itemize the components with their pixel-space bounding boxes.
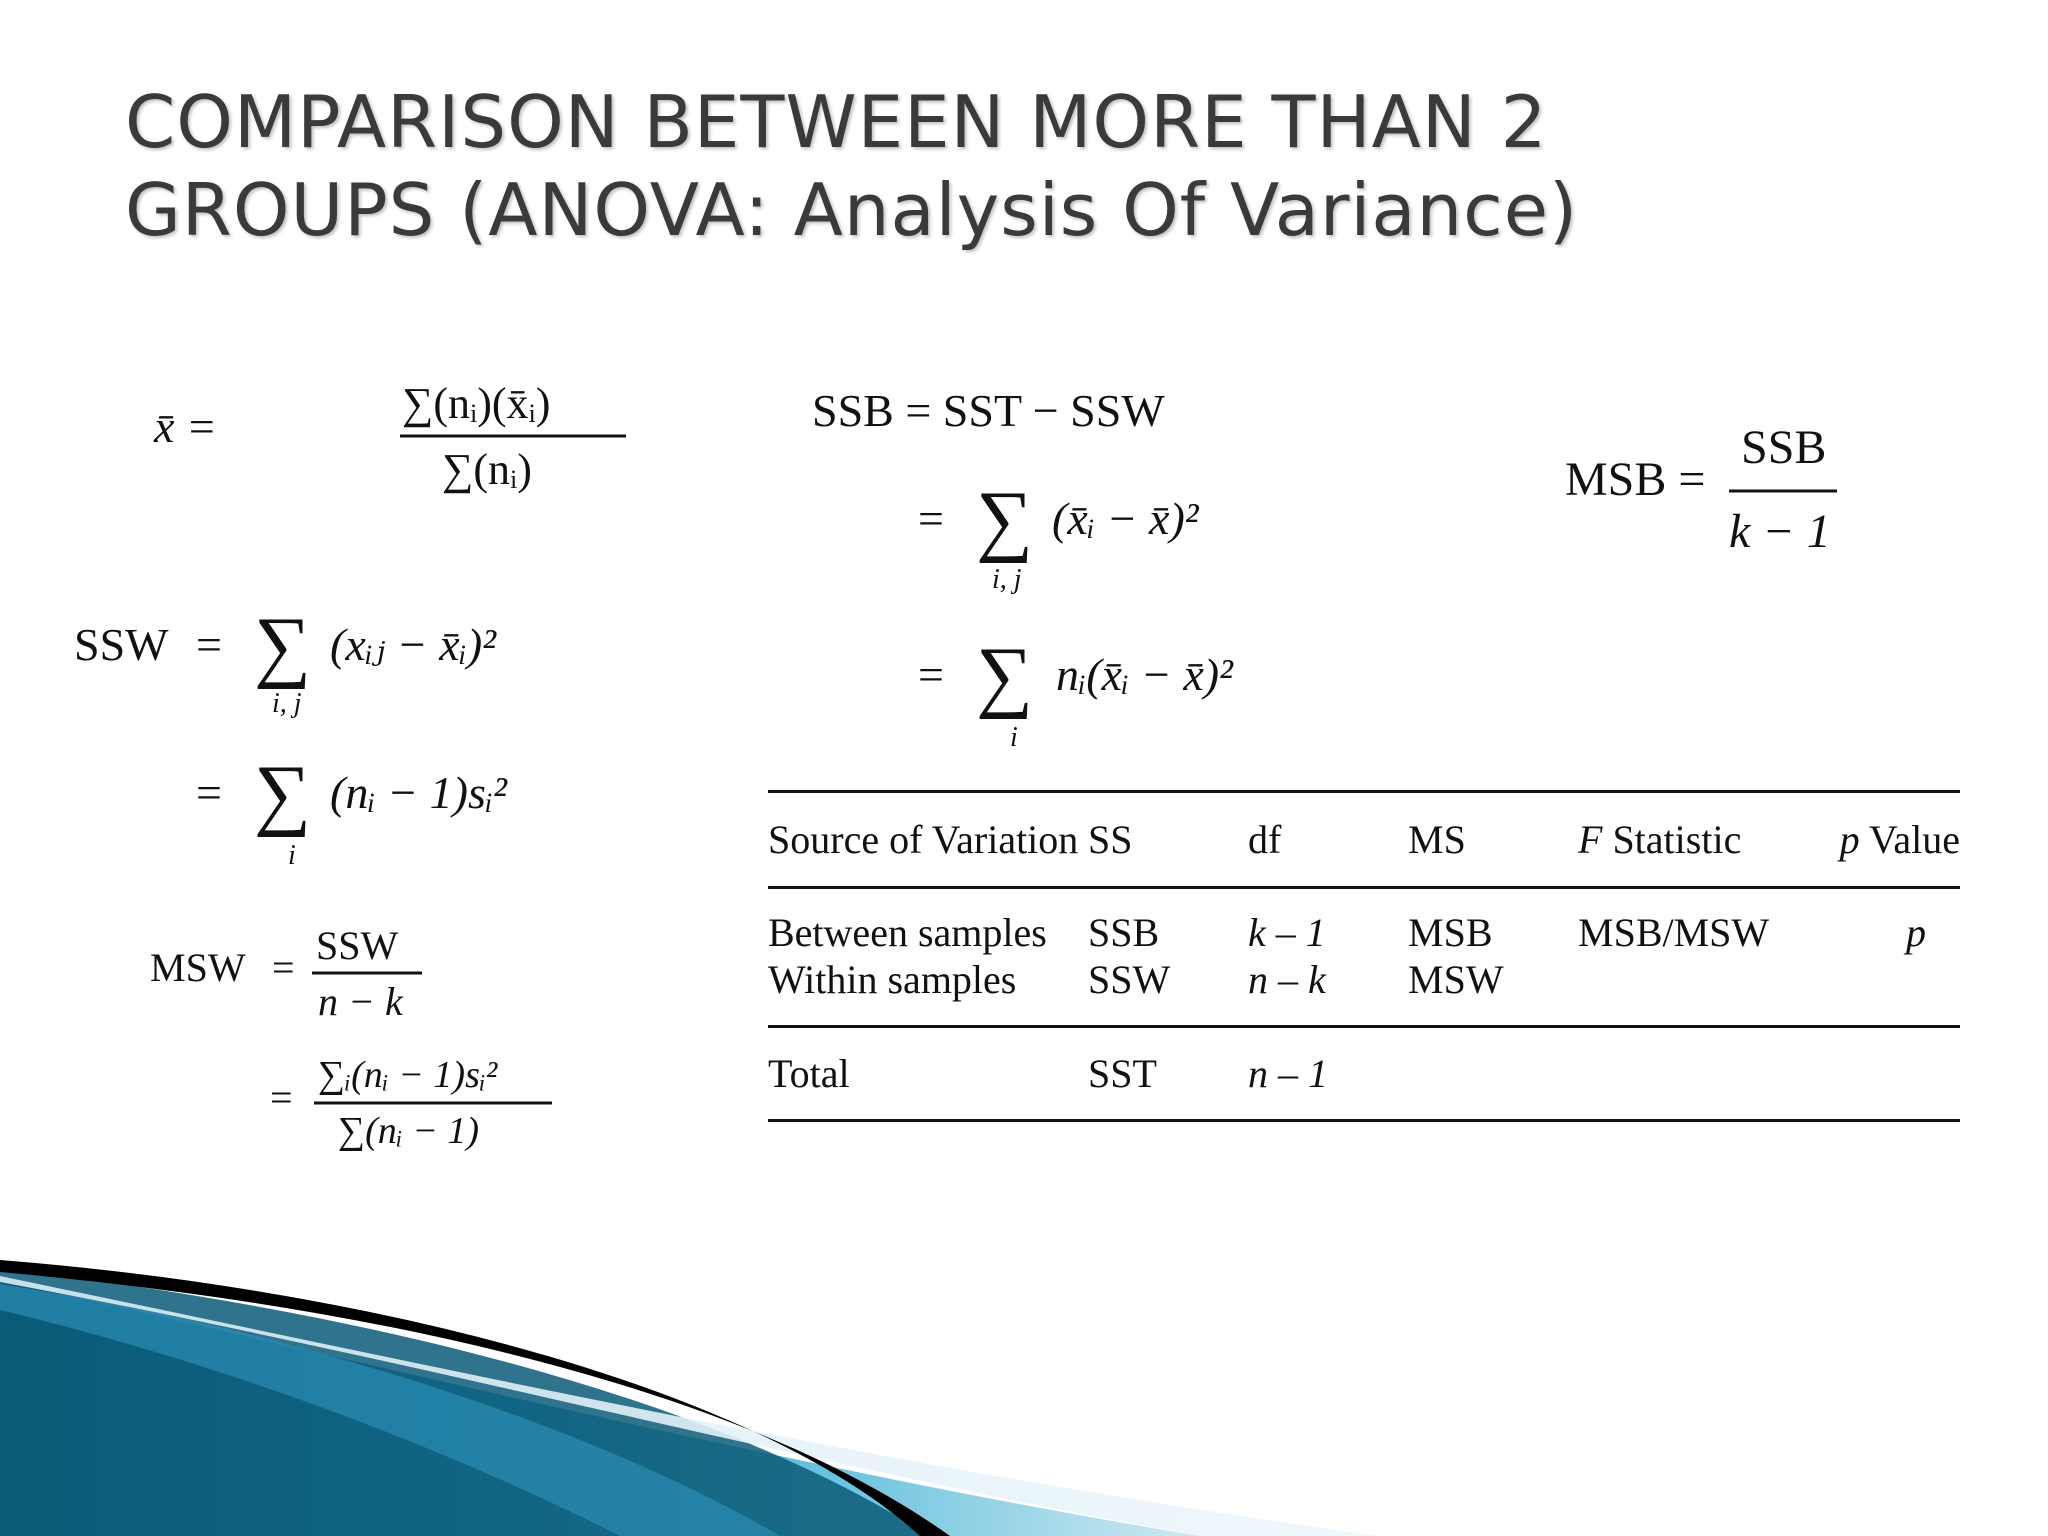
cell-ms: MSB bbox=[1408, 910, 1493, 955]
msw-formula: MSW = SSW n − k = ∑ᵢ(nᵢ − 1)sᵢ² ∑(nᵢ − 1… bbox=[150, 915, 570, 1170]
msw-numerator-2: ∑ᵢ(nᵢ − 1)sᵢ² bbox=[318, 1054, 498, 1096]
header-f-text: Statistic bbox=[1602, 817, 1742, 862]
ssb-line-0: SSB = SST − SSW bbox=[812, 385, 1165, 436]
cell-ss: SSW bbox=[1088, 957, 1171, 1002]
msw-denominator-1: n − k bbox=[318, 979, 404, 1024]
ssb-line-2: nᵢ(x̄ᵢ − x̄)² bbox=[1056, 649, 1234, 700]
slide-title: COMPARISON BETWEEN MORE THAN 2 GROUPS (A… bbox=[125, 78, 2005, 254]
cell-f bbox=[1578, 956, 1828, 1027]
header-df: df bbox=[1248, 817, 1282, 862]
header-p-symbol: p bbox=[1839, 817, 1860, 862]
decorative-wave bbox=[0, 1260, 1380, 1536]
ssw-line-1: (xᵢⱼ − x̄ᵢ)² bbox=[330, 619, 497, 670]
ssw-line-2: (nᵢ − 1)sᵢ² bbox=[330, 767, 508, 818]
header-f-statistic: F Statistic bbox=[1578, 792, 1828, 888]
ssb-sum-index-1: i, j bbox=[992, 564, 1022, 595]
ssb-formula: SSB = SST − SSW = ∑ i, j (x̄ᵢ − x̄)² = ∑… bbox=[812, 370, 1372, 765]
svg-text:=: = bbox=[272, 945, 295, 990]
cell-source: Total bbox=[768, 1051, 850, 1096]
grand-mean-formula: x̄ = ∑(nᵢ)(x̄ᵢ) ∑(nᵢ) bbox=[150, 360, 626, 515]
cell-ss: SST bbox=[1088, 1051, 1157, 1096]
slide-title-line-2: GROUPS (ANOVA: Analysis Of Variance) bbox=[125, 168, 1579, 252]
svg-text:∑: ∑ bbox=[976, 632, 1033, 720]
svg-text:=: = bbox=[918, 649, 944, 700]
header-ms: MS bbox=[1408, 817, 1466, 862]
ssb-line-1: (x̄ᵢ − x̄)² bbox=[1052, 493, 1200, 544]
anova-table: Source of Variation SS df MS F Statistic… bbox=[768, 790, 1960, 1122]
grand-mean-denominator: ∑(nᵢ) bbox=[442, 445, 532, 494]
cell-df: n – k bbox=[1248, 957, 1326, 1002]
msw-lhs: MSW bbox=[150, 945, 246, 990]
table-row: Between samples SSB k – 1 MSB MSB/MSW p bbox=[768, 888, 1960, 957]
header-f-symbol: F bbox=[1578, 817, 1603, 862]
header-p-value: p Value bbox=[1828, 792, 1960, 888]
cell-ms: MSW bbox=[1408, 957, 1504, 1002]
cell-source: Within samples bbox=[768, 957, 1017, 1002]
header-p-text: Value bbox=[1859, 817, 1960, 862]
ssw-lhs: SSW bbox=[74, 619, 169, 670]
msb-denominator: k − 1 bbox=[1729, 505, 1831, 558]
cell-p bbox=[1828, 956, 1960, 1027]
table-row-total: Total SST n – 1 bbox=[768, 1027, 1960, 1121]
svg-text:∑: ∑ bbox=[976, 476, 1033, 564]
msw-numerator-1: SSW bbox=[316, 923, 398, 968]
msb-numerator: SSB bbox=[1741, 421, 1826, 474]
svg-text:∑: ∑ bbox=[254, 750, 311, 838]
cell-df: k – 1 bbox=[1248, 910, 1326, 955]
table-row: Within samples SSW n – k MSW bbox=[768, 956, 1960, 1027]
ssw-formula: SSW = ∑ i, j (xᵢⱼ − x̄ᵢ)² = ∑ i (nᵢ − 1)… bbox=[74, 600, 594, 895]
header-ss: SS bbox=[1088, 817, 1133, 862]
svg-text:∑: ∑ bbox=[254, 602, 311, 690]
svg-text:=: = bbox=[270, 1075, 293, 1120]
header-source: Source of Variation bbox=[768, 817, 1079, 862]
msb-formula: MSB = SSB k − 1 bbox=[1565, 415, 1865, 570]
cell-f: MSB/MSW bbox=[1578, 910, 1770, 955]
svg-text:=: = bbox=[918, 493, 944, 544]
cell-source: Between samples bbox=[768, 910, 1047, 955]
msw-denominator-2: ∑(nᵢ − 1) bbox=[338, 1110, 479, 1152]
svg-text:=: = bbox=[196, 767, 222, 818]
cell-p: p bbox=[1906, 910, 1926, 955]
cell-df: n – 1 bbox=[1248, 1051, 1328, 1096]
ssw-sum-index-1: i, j bbox=[272, 688, 302, 719]
msb-lhs: MSB = bbox=[1565, 453, 1705, 506]
grand-mean-lhs: x̄ = bbox=[153, 401, 217, 452]
svg-text:=: = bbox=[196, 619, 222, 670]
slide-title-line-1: COMPARISON BETWEEN MORE THAN 2 bbox=[125, 80, 1548, 164]
ssw-sum-index-2: i bbox=[288, 840, 296, 871]
grand-mean-numerator: ∑(nᵢ)(x̄ᵢ) bbox=[402, 379, 550, 428]
anova-header-row: Source of Variation SS df MS F Statistic… bbox=[768, 792, 1960, 888]
cell-ss: SSB bbox=[1088, 910, 1160, 955]
ssb-sum-index-2: i bbox=[1010, 722, 1018, 753]
